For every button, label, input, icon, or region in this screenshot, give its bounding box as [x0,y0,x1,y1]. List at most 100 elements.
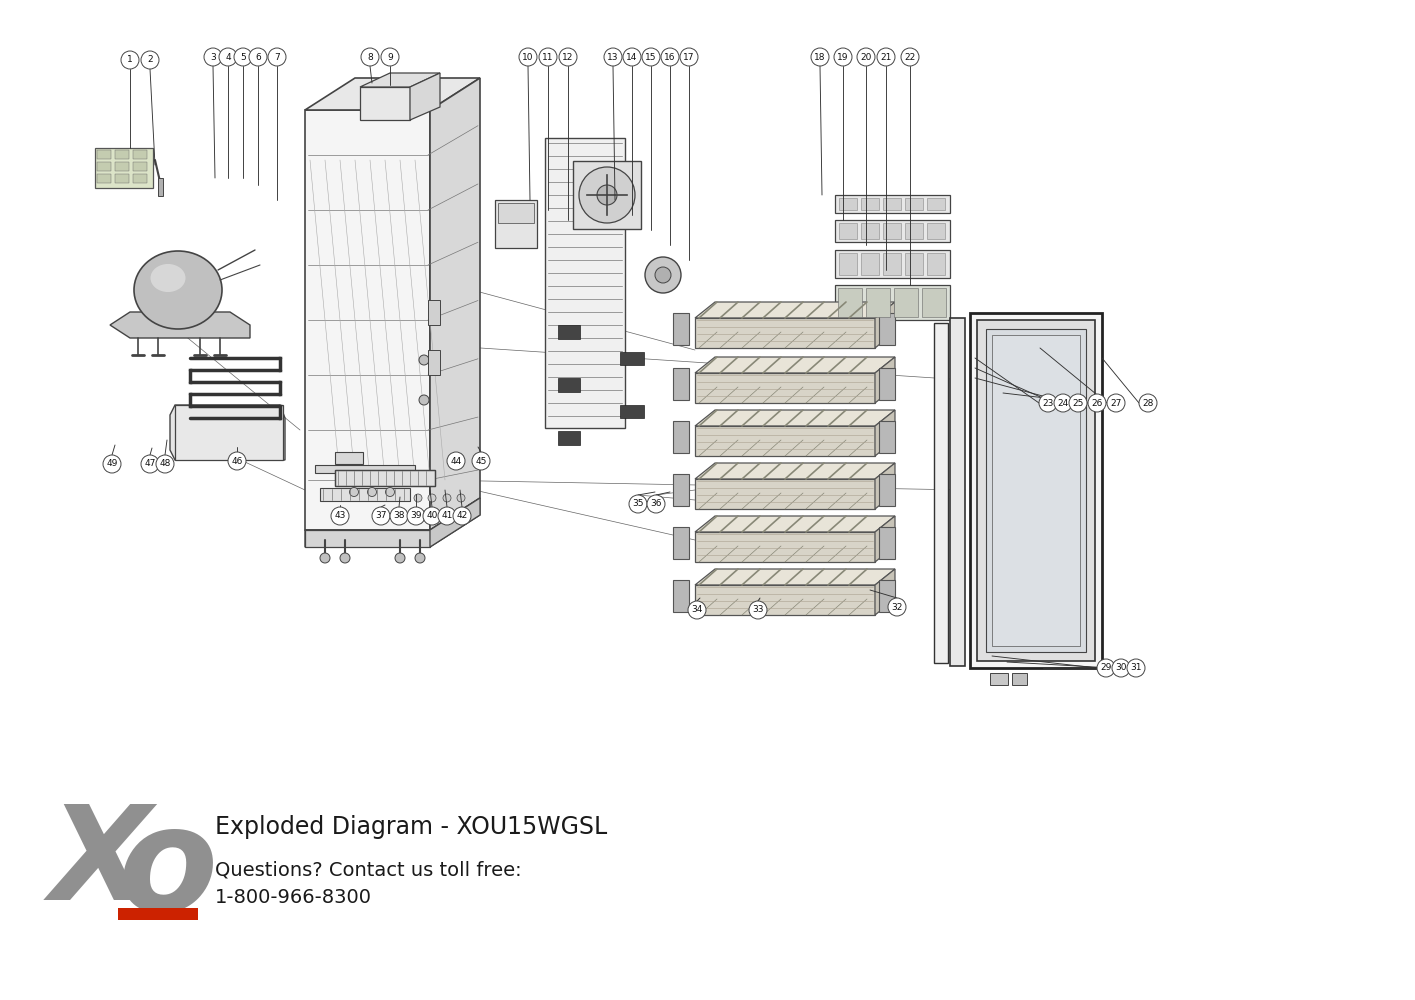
Bar [835,285,949,320]
Bar [115,162,129,171]
Polygon shape [874,302,896,348]
Text: 4: 4 [225,52,231,62]
Bar [949,318,965,666]
Text: 18: 18 [814,52,826,62]
Bar [866,288,890,317]
Polygon shape [695,373,874,403]
Text: Questions? Contact us toll free:: Questions? Contact us toll free: [215,860,522,879]
Bar [883,198,901,210]
Circle shape [833,48,852,66]
Circle shape [204,48,222,66]
Text: 7: 7 [275,52,280,62]
Bar [335,470,434,486]
Polygon shape [695,426,874,456]
Circle shape [642,48,659,66]
Text: 22: 22 [904,52,916,62]
Bar [95,148,153,188]
Polygon shape [674,527,689,559]
Bar [98,174,110,183]
Polygon shape [170,405,284,460]
Polygon shape [879,474,896,506]
Circle shape [604,48,623,66]
Text: 19: 19 [838,52,849,62]
Text: 13: 13 [607,52,618,62]
Polygon shape [430,498,480,547]
Text: 8: 8 [366,52,374,62]
Circle shape [372,507,391,525]
Text: 23: 23 [1043,398,1054,408]
Text: 20: 20 [860,52,872,62]
Circle shape [453,507,471,525]
Circle shape [122,51,139,69]
Circle shape [391,507,408,525]
Text: 44: 44 [450,456,461,466]
Circle shape [350,488,358,496]
Bar [175,405,283,460]
Polygon shape [306,498,480,547]
Circle shape [385,488,395,496]
Bar [927,223,945,239]
Polygon shape [674,421,689,453]
Text: 47: 47 [144,460,156,468]
Circle shape [1139,394,1157,412]
Bar [906,223,923,239]
Bar [115,150,129,159]
Text: 16: 16 [664,52,676,62]
Text: 42: 42 [457,512,467,520]
Text: 25: 25 [1073,398,1084,408]
Circle shape [1039,394,1057,412]
Bar [934,323,948,663]
Circle shape [381,48,399,66]
Text: 12: 12 [562,52,573,62]
Bar [117,908,198,920]
Bar [838,288,862,317]
Circle shape [423,507,441,525]
Bar [427,350,440,375]
Text: 34: 34 [692,605,703,614]
Bar [98,162,110,171]
Bar [545,138,625,428]
Polygon shape [695,357,896,373]
Text: 15: 15 [645,52,657,62]
Circle shape [142,51,158,69]
Circle shape [519,48,538,66]
Bar [558,378,580,392]
Polygon shape [695,532,874,562]
Circle shape [623,48,641,66]
Circle shape [142,455,158,473]
Text: 11: 11 [542,52,553,62]
Circle shape [320,553,330,563]
Text: 27: 27 [1111,398,1122,408]
Circle shape [228,452,246,470]
Polygon shape [695,479,874,509]
Bar [883,223,901,239]
Polygon shape [879,313,896,345]
Bar [835,195,949,213]
Text: 36: 36 [651,499,662,508]
Bar [335,470,434,486]
Polygon shape [359,87,410,120]
Circle shape [811,48,829,66]
Circle shape [901,48,918,66]
Text: Exploded Diagram - XOU15WGSL: Exploded Diagram - XOU15WGSL [215,815,607,839]
Polygon shape [879,580,896,612]
Text: 37: 37 [375,512,386,520]
Polygon shape [359,73,440,87]
Circle shape [439,507,456,525]
Text: 14: 14 [627,52,638,62]
Circle shape [539,48,558,66]
Polygon shape [695,516,896,532]
Polygon shape [674,313,689,345]
Bar [133,150,147,159]
Text: 24: 24 [1057,398,1068,408]
Text: 21: 21 [880,52,891,62]
Circle shape [249,48,267,66]
Bar [133,162,147,171]
Text: 35: 35 [633,499,644,508]
Circle shape [749,601,767,619]
Polygon shape [695,318,874,348]
Bar [620,352,644,365]
Circle shape [1107,394,1125,412]
Circle shape [419,395,429,405]
Bar [990,673,1007,685]
